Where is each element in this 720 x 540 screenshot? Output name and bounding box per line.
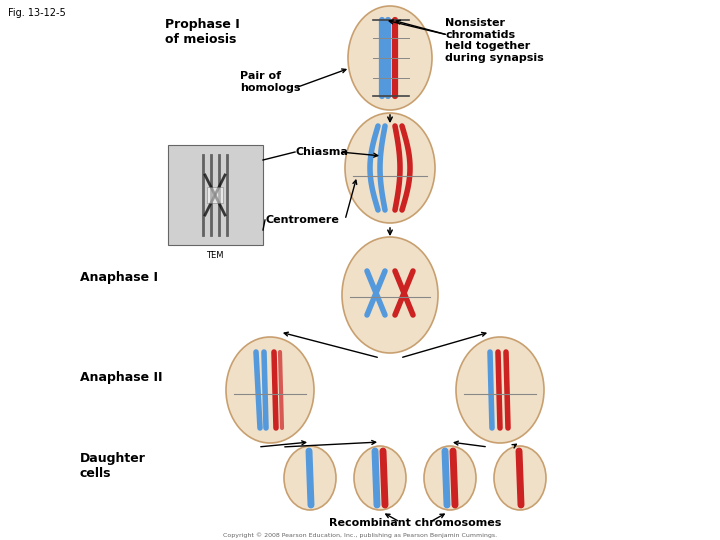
Ellipse shape [494,446,546,510]
Bar [207,187,223,203]
Text: Copyright © 2008 Pearson Education, Inc., publishing as Pearson Benjamin Cumming: Copyright © 2008 Pearson Education, Inc.… [223,532,497,538]
Ellipse shape [348,6,432,110]
Ellipse shape [354,446,406,510]
Text: Chiasma: Chiasma [295,147,348,157]
Ellipse shape [345,113,435,223]
Text: Centromere: Centromere [265,215,339,225]
Bar [168,145,263,245]
Ellipse shape [456,337,544,443]
Text: Prophase I
of meiosis: Prophase I of meiosis [165,18,240,46]
Text: Fig. 13-12-5: Fig. 13-12-5 [8,8,66,18]
Text: Pair of
homologs: Pair of homologs [240,71,300,93]
Text: Nonsister
chromatids
held together
during synapsis: Nonsister chromatids held together durin… [445,18,544,63]
Text: TEM: TEM [206,251,224,260]
Ellipse shape [342,237,438,353]
Text: Anaphase I: Anaphase I [80,272,158,285]
Text: Anaphase II: Anaphase II [80,372,163,384]
Text: Daughter
cells: Daughter cells [80,452,146,480]
Ellipse shape [284,446,336,510]
Text: Recombinant chromosomes: Recombinant chromosomes [329,518,501,528]
Ellipse shape [226,337,314,443]
Ellipse shape [424,446,476,510]
